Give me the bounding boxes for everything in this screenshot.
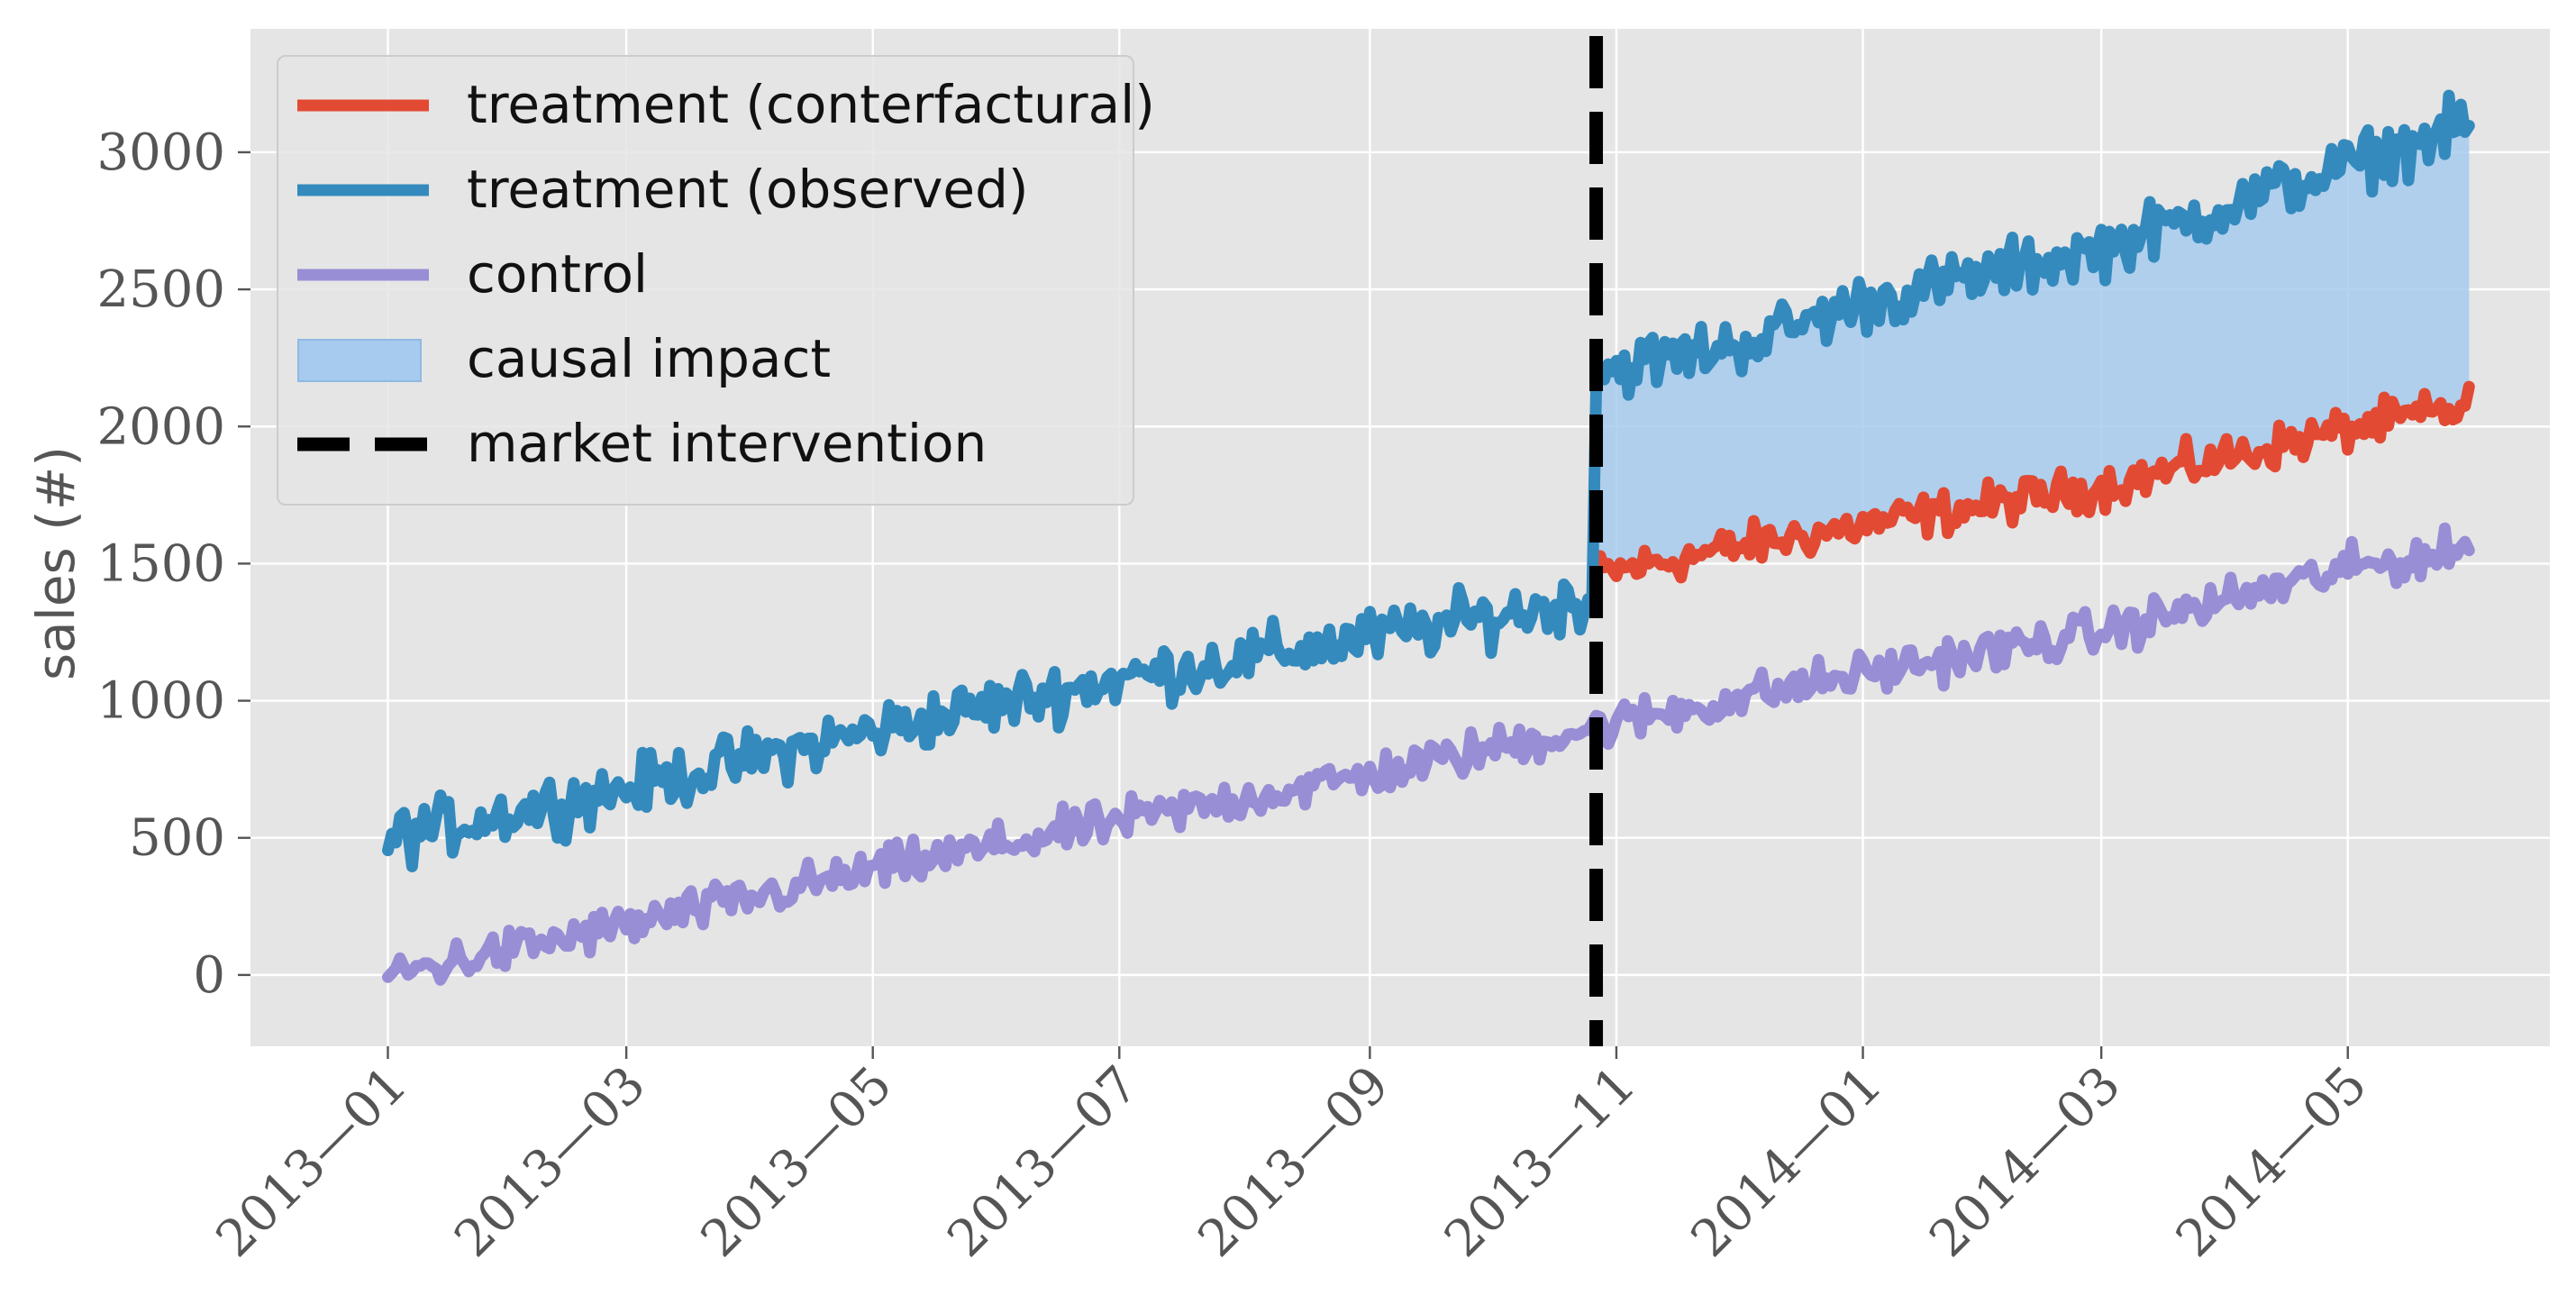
x-tick-label: 2013—11 <box>1434 1055 1647 1269</box>
x-tick-label: 2013—01 <box>205 1055 419 1269</box>
legend-label: causal impact <box>467 328 831 389</box>
series-line-treatment-counterfactual <box>1590 380 2475 584</box>
y-axis-label: sales (#) <box>25 446 86 680</box>
legend-item-treatment-observed: treatment (observed) <box>297 159 1029 220</box>
y-tick-label: 3000 <box>96 123 225 182</box>
legend-label: treatment (conterfactural) <box>467 74 1155 135</box>
y-tick-labels: 0 500 1000 1500 2000 2500 3000 <box>96 123 250 1005</box>
legend-label: treatment (observed) <box>467 159 1029 220</box>
legend-item-causal-impact: causal impact <box>297 328 831 389</box>
legend-swatch <box>297 339 422 382</box>
legend-box <box>277 55 1134 506</box>
legend-item-market-intervention: market intervention <box>297 413 987 474</box>
x-tick-label: 2014—03 <box>1918 1055 2132 1269</box>
x-tick-label: 2014—01 <box>1680 1055 1894 1269</box>
series-line-treatment-observed <box>382 89 2475 872</box>
y-tick-label: 500 <box>129 809 225 868</box>
series-line-control <box>382 522 2475 986</box>
x-tick-label: 2013—03 <box>443 1055 657 1269</box>
x-tick-label: 2013—07 <box>936 1055 1150 1269</box>
legend-item-control: control <box>297 243 648 305</box>
y-tick-label: 0 <box>193 946 225 1005</box>
x-tick-label: 2013—09 <box>1188 1055 1401 1269</box>
y-tick-label: 2500 <box>96 260 225 319</box>
series-lines <box>382 89 2475 986</box>
x-tick-labels: 2013—01 2013—03 2013—05 2013—07 2013—09 2013—… <box>205 1046 2379 1269</box>
y-tick-label: 1000 <box>96 672 225 731</box>
legend-label: market intervention <box>467 413 987 474</box>
y-tick-label: 2000 <box>96 397 225 456</box>
legend-label: control <box>467 243 648 305</box>
x-tick-label: 2014—05 <box>2165 1055 2379 1269</box>
legend: treatment (conterfactural) treatment (obs… <box>277 55 1155 506</box>
legend-item-treatment-counterfactual: treatment (conterfactural) <box>297 74 1155 135</box>
y-tick-label: 1500 <box>96 534 225 593</box>
x-tick-label: 2013—05 <box>690 1055 904 1269</box>
